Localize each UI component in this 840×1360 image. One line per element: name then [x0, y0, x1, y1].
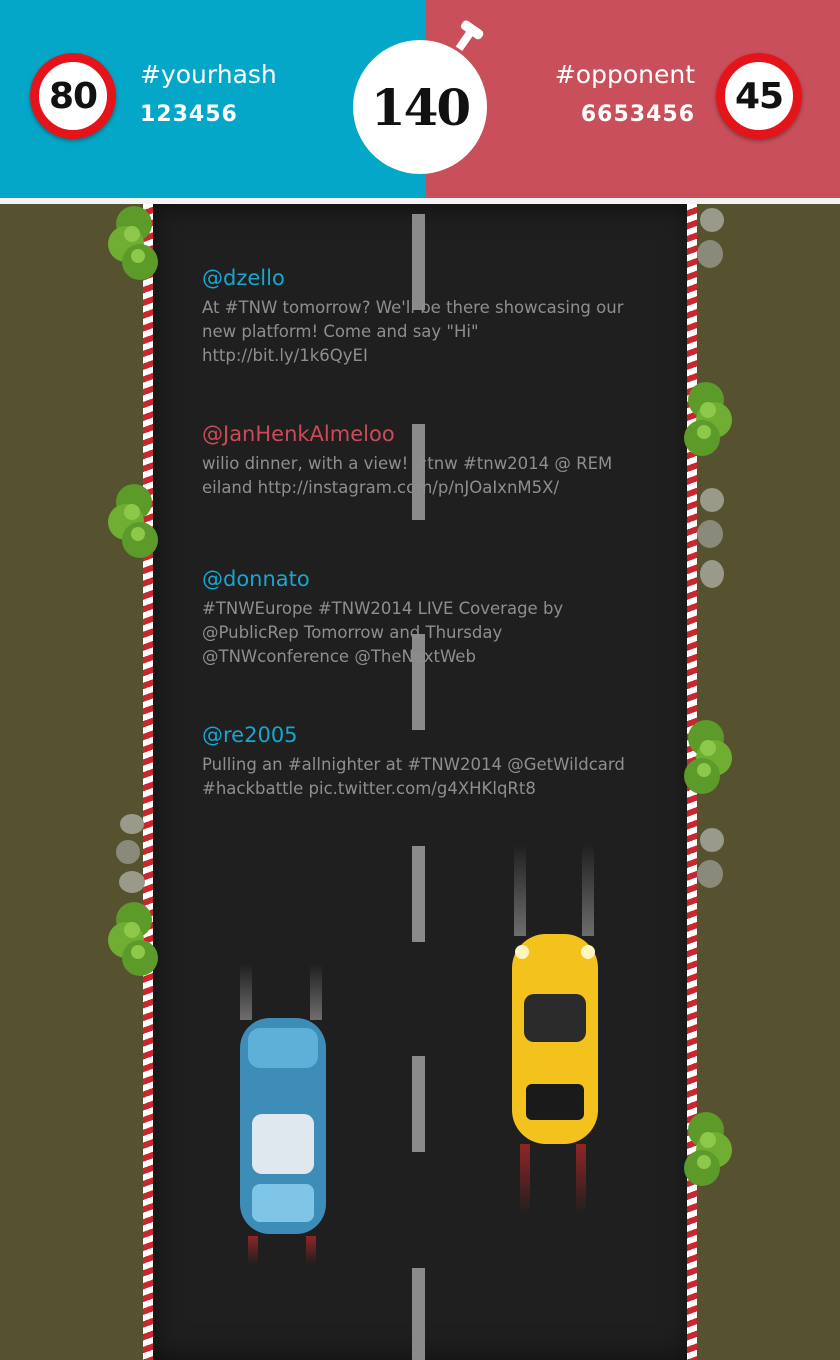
- header-divider: [0, 198, 840, 204]
- tweet-text: Pulling an #allnighter at #TNW2014 @GetW…: [202, 755, 625, 798]
- tweet-text: #TNWEurope #TNW2014 LIVE Coverage by @Pu…: [202, 599, 564, 666]
- bush-icon: [684, 720, 732, 794]
- tweet-text: At #TNW tomorrow? We'll be there showcas…: [202, 298, 624, 365]
- tweet-text: wilio dinner, with a view! #tnw #tnw2014…: [202, 454, 613, 497]
- lane-marking: [412, 846, 425, 942]
- lane-marking: [412, 1268, 425, 1360]
- scoreboard-header: 80 #yourhash 123456 140 #opponent 665345…: [0, 0, 840, 198]
- rocks-icon: [697, 208, 724, 268]
- bush-icon: [108, 484, 158, 558]
- tweet-item: @re2005 Pulling an #allnighter at #TNW20…: [202, 723, 642, 801]
- countdown-timer: 140: [353, 40, 487, 174]
- lane-marking: [412, 424, 425, 520]
- rocks-icon: [116, 814, 145, 893]
- bush-icon: [684, 382, 732, 456]
- lane-marking: [412, 1056, 425, 1152]
- rocks-icon: [697, 828, 724, 888]
- race-track: @dzello At #TNW tomorrow? We'll be there…: [0, 204, 840, 1360]
- stopwatch-icon: [455, 20, 484, 52]
- timer-value: 140: [370, 77, 471, 137]
- tweet-item: @donnato #TNWEurope #TNW2014 LIVE Covera…: [202, 567, 642, 669]
- rocks-icon: [697, 488, 724, 588]
- left-kerb: [143, 204, 153, 1360]
- lane-marking: [412, 214, 425, 310]
- tweet-handle[interactable]: @re2005: [202, 723, 298, 747]
- opponent-speed-sign: 45: [716, 53, 802, 139]
- opponent-hashtag: #opponent: [554, 60, 695, 89]
- opponent-tweet-count: 6653456: [580, 102, 695, 127]
- tweet-item: @JanHenkAlmeloo wilio dinner, with a vie…: [202, 422, 642, 500]
- tweet-handle[interactable]: @dzello: [202, 266, 285, 290]
- bush-icon: [108, 902, 158, 976]
- lane-marking: [412, 634, 425, 730]
- tweet-item: @dzello At #TNW tomorrow? We'll be there…: [202, 266, 642, 368]
- tweet-handle[interactable]: @donnato: [202, 567, 310, 591]
- bush-icon: [108, 206, 158, 280]
- tweet-handle[interactable]: @JanHenkAlmeloo: [202, 422, 395, 446]
- player-tweet-count: 123456: [140, 102, 238, 127]
- player-hashtag: #yourhash: [140, 60, 277, 89]
- player-speed-sign: 80: [30, 53, 116, 139]
- player-car-icon: [240, 964, 326, 1264]
- player-speed-value: 80: [48, 75, 98, 117]
- opponent-car-icon: [512, 844, 598, 1214]
- bush-icon: [684, 1112, 732, 1186]
- opponent-speed-value: 45: [734, 75, 784, 117]
